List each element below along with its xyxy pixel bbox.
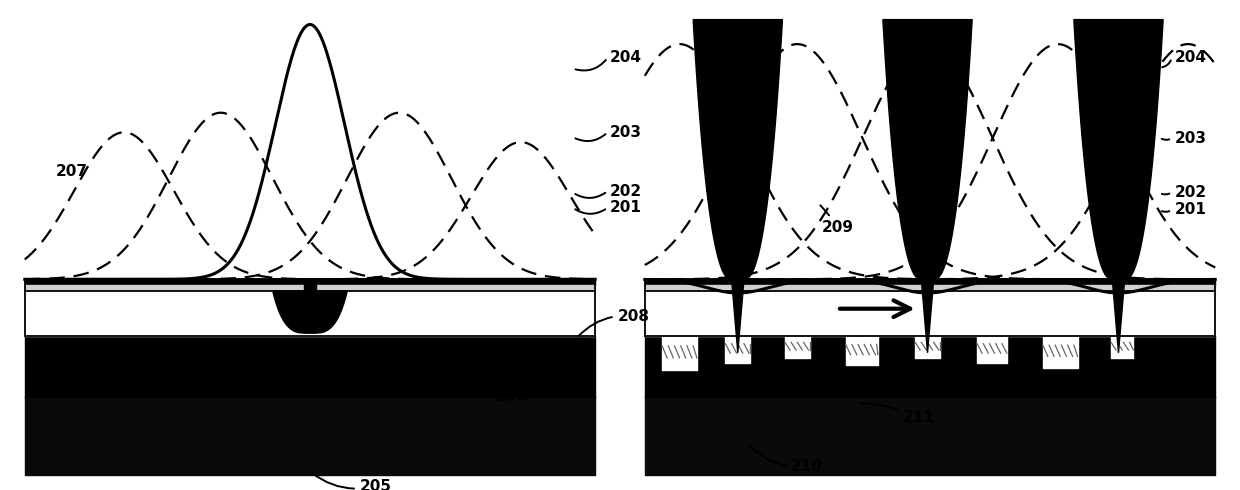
Polygon shape <box>693 20 782 279</box>
Text: 202: 202 <box>1174 185 1207 199</box>
Text: 208: 208 <box>579 309 650 336</box>
Polygon shape <box>1074 20 1163 279</box>
Text: 203: 203 <box>1174 131 1207 146</box>
Polygon shape <box>273 291 347 333</box>
Text: 205: 205 <box>312 473 392 490</box>
Text: 202: 202 <box>610 184 642 198</box>
Text: 210: 210 <box>750 445 823 474</box>
Text: 207: 207 <box>56 164 88 179</box>
Polygon shape <box>1112 279 1125 353</box>
Polygon shape <box>732 279 744 353</box>
Text: 204: 204 <box>610 50 642 65</box>
Text: 211: 211 <box>861 403 935 425</box>
Text: 201: 201 <box>1174 202 1207 217</box>
Text: 204: 204 <box>1174 50 1207 65</box>
Text: 209: 209 <box>821 205 854 235</box>
Text: 203: 203 <box>610 125 642 140</box>
Text: 201: 201 <box>610 200 642 215</box>
Polygon shape <box>921 279 934 353</box>
Polygon shape <box>883 20 972 279</box>
Text: 206: 206 <box>449 374 528 404</box>
